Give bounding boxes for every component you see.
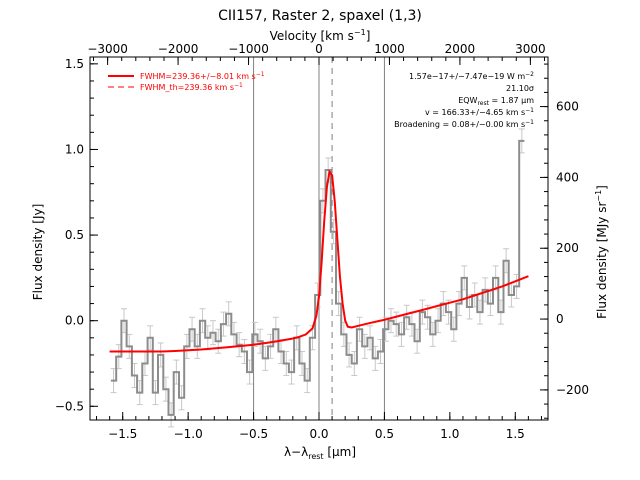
x-tick-label: 0.0 <box>309 427 328 441</box>
v-tick-label: 1000 <box>374 42 405 56</box>
x-tick-label: 1.0 <box>440 427 459 441</box>
v-tick-label: −1000 <box>228 42 269 56</box>
v-tick-label: 2000 <box>445 42 476 56</box>
x-tick-label: −1.0 <box>174 427 203 441</box>
y-tick-label: 0.5 <box>65 228 84 242</box>
right-axis-label: Flux density [MJy sr−1] <box>594 185 609 319</box>
y-tick-label: 0.0 <box>65 314 84 328</box>
annotation-flux: 1.57e−17+/−7.47e−19 W m−2 <box>409 71 534 81</box>
v-tick-label: 0 <box>315 42 323 56</box>
right-tick-label: 200 <box>556 241 579 255</box>
plot-area <box>109 57 529 428</box>
x-tick-label: −0.5 <box>239 427 268 441</box>
y-tick-label: 1.0 <box>65 142 84 156</box>
x-axis-label: λ−λrest [μm] <box>284 445 356 461</box>
chart-title: CII157, Raster 2, spaxel (1,3) <box>218 8 422 24</box>
x-tick-label: 1.5 <box>506 427 525 441</box>
legend: FWHM=239.36+/−8.01 km s−1 FWHM_th=239.36… <box>108 71 265 92</box>
fit-line-dashed <box>305 170 352 335</box>
annotation-broadening: Broadening = 0.08+/−0.00 km s−1 <box>394 119 534 129</box>
data-step-line <box>110 139 525 416</box>
y-tick-label: 1.5 <box>65 57 84 71</box>
legend-entry-fwhm: FWHM=239.36+/−8.01 km s−1 <box>140 71 265 81</box>
annotation-velocity: v = 166.33+/−4.65 km s−1 <box>425 107 534 117</box>
top-axis-label: Velocity [km s−1] <box>270 28 371 43</box>
right-tick-label: −200 <box>556 383 589 397</box>
v-tick-label: −3000 <box>87 42 128 56</box>
fit-line <box>109 169 529 353</box>
right-tick-label: 600 <box>556 100 579 114</box>
x-tick-label: 0.5 <box>375 427 394 441</box>
legend-entry-fwhm-th: FWHM_th=239.36 km s−1 <box>140 82 243 92</box>
right-tick-label: 400 <box>556 170 579 184</box>
v-tick-label: 3000 <box>515 42 546 56</box>
annotation-eqw: EQWrest = 1.87 μm <box>458 96 534 107</box>
v-tick-label: −2000 <box>158 42 199 56</box>
annotation-sigma: 21.10σ <box>506 84 534 93</box>
right-tick-label: 0 <box>556 312 564 326</box>
y-tick-label: −0.5 <box>55 399 84 413</box>
x-tick-label: −1.5 <box>108 427 137 441</box>
axes: −1.5 −1.0 −0.5 0.0 0.5 1.0 1.5−3000 −2000 −1000 0… <box>55 42 589 441</box>
fit-annotations: 1.57e−17+/−7.47e−19 W m−2 21.10σ EQWrest… <box>394 71 534 129</box>
y-axis-label: Flux density [Jy] <box>31 204 45 301</box>
